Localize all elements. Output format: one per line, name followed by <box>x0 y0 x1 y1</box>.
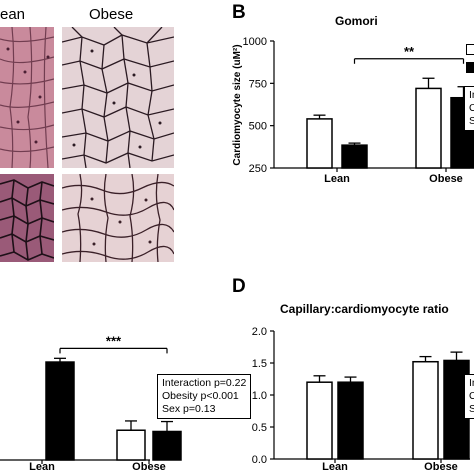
panel-d-stats-box: In O S <box>464 374 474 419</box>
panel-d-y-tick-label: 2.0 <box>252 326 267 338</box>
legend-swatch-black <box>466 62 474 73</box>
panel-d-stat-interaction: In <box>469 377 474 389</box>
micrograph-lean-top-image <box>0 27 54 168</box>
panel-c-x-tick-label: Obese <box>132 461 166 473</box>
micrograph-lean-bottom <box>0 174 54 262</box>
panel-c-bar <box>45 361 75 461</box>
panel-c-stat-sex: Sex p=0.13 <box>162 403 216 415</box>
panel-c-stat-obesity: Obesity p<0.001 <box>162 390 239 402</box>
panel-b-y-tick-label: 250 <box>249 163 267 175</box>
panel-d-x-tick-label: Lean <box>322 461 348 473</box>
panel-b-x-tick-label: Obese <box>429 173 463 185</box>
panel-d-title: Capillary:cardiomyocyte ratio <box>280 302 449 316</box>
panel-b-y-tick-label: 750 <box>249 78 267 90</box>
micrograph-obese-bottom <box>62 174 174 262</box>
panel-d-bar <box>412 360 439 460</box>
panel-b-y-label: Cardiomyocyte size (uM²) <box>232 44 243 165</box>
panel-d-y-tick-label: 0.0 <box>252 454 267 466</box>
panel-b-bar <box>306 118 333 169</box>
panel-d-y-tick-label: 1.5 <box>252 358 267 370</box>
panel-b-stat-sex: S <box>469 115 474 127</box>
panel-d-x-tick-label: Obese <box>424 461 458 473</box>
micrograph-label-obese: Obese <box>89 6 134 23</box>
micrograph-obese-bottom-image <box>62 174 174 262</box>
panel-c-sig-stars: *** <box>106 333 122 348</box>
legend-swatch-white <box>466 44 474 55</box>
panel-d-bar <box>306 381 333 460</box>
micrograph-label-lean: ean <box>0 6 26 23</box>
panel-c-x-tick-label: Lean <box>29 461 55 473</box>
panel-b-letter: B <box>232 2 246 23</box>
micrograph-obese-top-image <box>62 27 174 168</box>
panel-b-stat-interaction: In <box>469 89 474 101</box>
panel-b-title: Gomori <box>335 14 378 28</box>
micrograph-lean-bottom-image <box>0 174 54 262</box>
panel-b-bar <box>341 144 368 169</box>
panel-d-stat-obesity: O <box>469 390 474 402</box>
panel-b-stats-box: In O S <box>464 86 474 131</box>
micrograph-lean-top <box>0 27 54 168</box>
panel-d-y-tick-label: 0.5 <box>252 422 267 434</box>
panel-c-bar <box>116 429 146 461</box>
micrograph-obese-top <box>62 27 174 168</box>
panel-b-sig-stars: ** <box>404 44 415 59</box>
panel-d-letter: D <box>232 276 246 297</box>
panel-b-bar <box>415 87 442 169</box>
panel-b-x-tick-label: Lean <box>324 173 350 185</box>
panel-b-stat-obesity: O <box>469 102 474 114</box>
panel-d-bar <box>337 381 364 460</box>
panel-c-bar <box>152 430 182 461</box>
panel-c-stat-interaction: Interaction p=0.22 <box>162 377 247 389</box>
panel-b-y-tick-label: 500 <box>249 121 267 133</box>
panel-b-y-tick-label: 1000 <box>243 36 267 48</box>
panel-c-stats-box: Interaction p=0.22 Obesity p<0.001 Sex p… <box>157 374 252 419</box>
panel-d-y-tick-label: 1.0 <box>252 390 267 402</box>
panel-d-stat-sex: S <box>469 403 474 415</box>
